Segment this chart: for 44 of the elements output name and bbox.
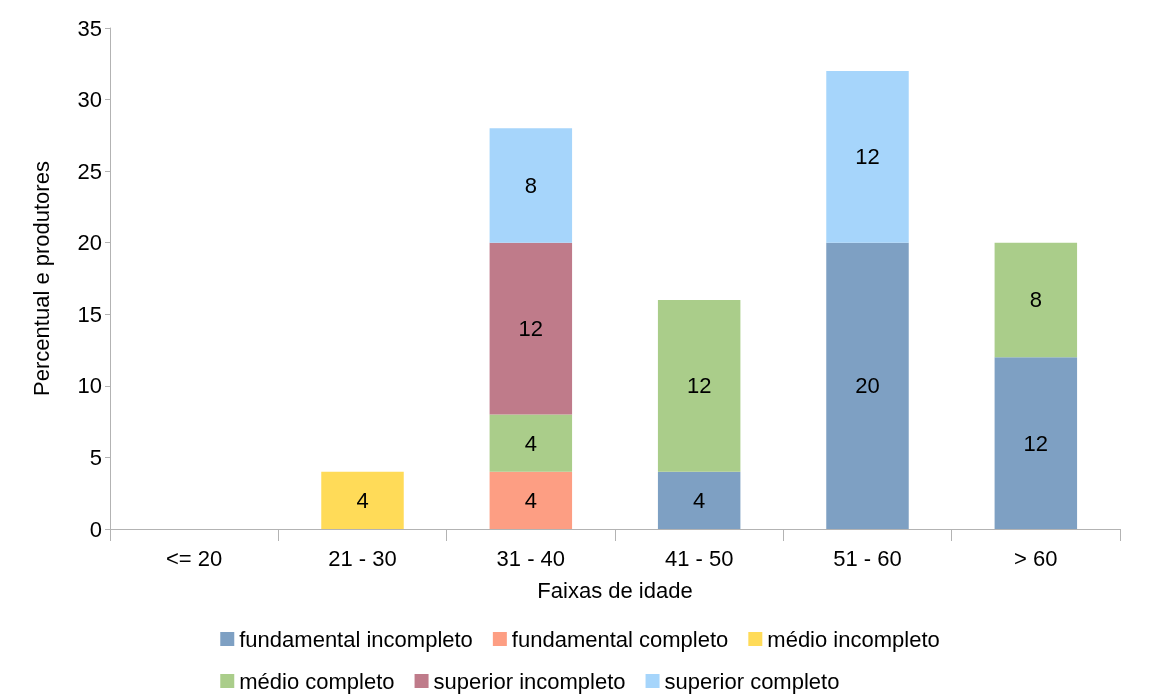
y-tick-label: 15	[77, 301, 102, 327]
x-axis-title: Faixas de idade	[537, 577, 693, 603]
bar	[489, 128, 573, 243]
data-label: 12	[1023, 430, 1049, 456]
legend-label: médio completo	[239, 668, 395, 694]
bar	[489, 414, 573, 472]
legend-label: fundamental completo	[511, 626, 729, 652]
bar	[657, 299, 741, 472]
data-label: 12	[855, 144, 880, 170]
data-label: 4	[524, 430, 537, 456]
data-label: 20	[855, 373, 880, 399]
y-tick-label: 10	[77, 373, 102, 399]
x-tick-label: 51 - 60	[833, 545, 902, 571]
legend-label: superior incompleto	[433, 668, 626, 694]
bar	[489, 242, 573, 415]
data-label: 4	[356, 487, 369, 513]
y-tick-label: 20	[77, 230, 102, 256]
bar	[657, 471, 741, 529]
data-label: 4	[524, 487, 537, 513]
data-label: 12	[518, 316, 544, 342]
bar	[826, 70, 909, 243]
data-label: 4	[693, 487, 706, 513]
bar	[489, 471, 573, 529]
y-axis-title: Percentual e produtores	[28, 161, 54, 396]
x-tick-label: 41 - 50	[664, 545, 734, 571]
y-tick-label: 5	[89, 444, 102, 470]
x-tick-label: 31 - 40	[496, 545, 566, 571]
legend-label: fundamental incompleto	[239, 626, 473, 652]
legend-label: superior completo	[664, 668, 840, 694]
data-label: 12	[686, 373, 712, 399]
bar	[826, 242, 909, 529]
x-tick-label: <= 20	[166, 545, 223, 571]
legend-label: médio incompleto	[767, 626, 940, 652]
x-tick-label: 21 - 30	[328, 545, 397, 571]
y-tick-label: 35	[77, 15, 102, 41]
y-tick-label: 0	[89, 516, 102, 542]
data-label: 8	[524, 172, 537, 198]
bar	[321, 471, 404, 529]
y-tick-label: 25	[77, 158, 102, 184]
x-tick-label: > 60	[1014, 545, 1058, 571]
bar	[994, 242, 1078, 358]
y-tick-label: 30	[77, 87, 102, 113]
data-label: 8	[1029, 287, 1042, 313]
bar	[994, 357, 1078, 529]
